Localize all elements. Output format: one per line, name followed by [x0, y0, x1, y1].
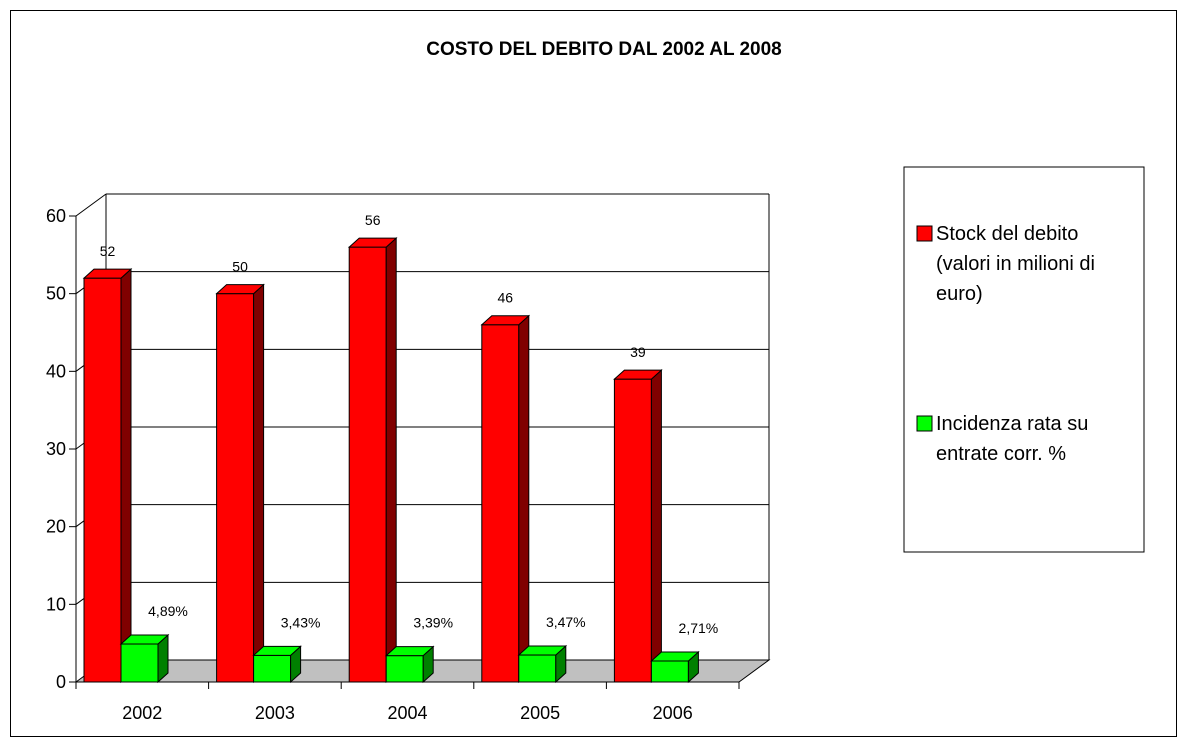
- bar-stock-front: [83, 277, 122, 683]
- x-tick-label: 2003: [255, 703, 295, 723]
- gridline-depth: [75, 193, 107, 217]
- y-tick-label: 10: [46, 594, 66, 614]
- y-tick-label: 50: [46, 284, 66, 304]
- bar-incidenza-top: [517, 645, 568, 656]
- bar-stock-top: [215, 284, 265, 295]
- bar-incidenza-top: [650, 651, 700, 662]
- data-label-incidenza: 4,89%: [148, 603, 188, 619]
- legend-swatch: [916, 415, 933, 432]
- bar-stock-top: [82, 268, 133, 279]
- data-label-stock: 52: [100, 243, 116, 259]
- bar-stock-top: [347, 237, 398, 248]
- chart-frame: COSTO DEL DEBITO DAL 2002 AL 2008 0 10 20 3…: [10, 10, 1177, 737]
- y-tick-label: 30: [46, 439, 66, 459]
- bar-incidenza-front: [253, 654, 292, 683]
- x-tick-label: 2004: [387, 703, 427, 723]
- bar-stock-side: [518, 314, 530, 684]
- data-labels: 52 4,89% 50 3,43% 56 3,39% 46 3,47% 39 2,71%: [100, 212, 719, 636]
- data-label-stock: 50: [232, 259, 248, 275]
- data-label-stock: 56: [365, 212, 381, 228]
- bar-stock-side: [120, 268, 132, 684]
- x-tick-label: 2005: [520, 703, 560, 723]
- bars: [82, 236, 700, 684]
- legend-label: Incidenza rata su: [936, 413, 1088, 435]
- y-tick-label: 60: [46, 206, 66, 226]
- bar-incidenza-front: [120, 643, 159, 683]
- bar-incidenza-front: [518, 654, 557, 683]
- data-label-incidenza: 3,47%: [546, 614, 586, 630]
- y-tick-label: 0: [56, 672, 66, 692]
- data-label-stock: 46: [498, 290, 514, 306]
- legend: Stock del debito (valori in milioni di eur…: [903, 166, 1145, 553]
- legend-label: Stock del debito: [936, 223, 1078, 245]
- y-tick-label: 20: [46, 517, 66, 537]
- legend-box: [903, 166, 1145, 553]
- bar-stock-side: [385, 236, 397, 684]
- bar-incidenza-top: [384, 646, 435, 657]
- data-label-incidenza: 3,39%: [413, 615, 453, 631]
- x-tick-label: 2006: [653, 703, 693, 723]
- bar-stock-top: [613, 369, 663, 380]
- legend-swatch: [916, 225, 933, 242]
- legend-label: (valori in milioni di: [936, 253, 1095, 275]
- bar-incidenza-top: [119, 634, 170, 645]
- legend-label: euro): [936, 283, 983, 305]
- axes: 0 10 20 30 40 50 60 2002 2003 2004 2005 2006: [46, 206, 740, 723]
- data-label-incidenza: 3,43%: [281, 614, 321, 630]
- data-label-incidenza: 2,71%: [679, 620, 719, 636]
- data-label-stock: 39: [630, 344, 646, 360]
- bar-incidenza-top: [252, 645, 302, 656]
- gridlines: [75, 193, 770, 660]
- y-tick-label: 40: [46, 361, 66, 381]
- bar-stock-front: [613, 378, 652, 683]
- x-tick-label: 2002: [122, 703, 162, 723]
- legend-label: entrate corr. %: [936, 443, 1066, 465]
- chart-svg: COSTO DEL DEBITO DAL 2002 AL 2008 0 10 20 3…: [46, 39, 1145, 723]
- bar-incidenza-front: [385, 655, 424, 683]
- bar-stock-top: [480, 315, 531, 326]
- bar-incidenza-front: [650, 660, 689, 683]
- bar-stock-front: [481, 324, 520, 683]
- bar-stock-side: [650, 368, 662, 684]
- bar-stock-front: [348, 246, 387, 683]
- chart-title: COSTO DEL DEBITO DAL 2002 AL 2008: [426, 39, 782, 60]
- bar-stock-side: [253, 283, 265, 684]
- bar-stock-front: [216, 293, 255, 683]
